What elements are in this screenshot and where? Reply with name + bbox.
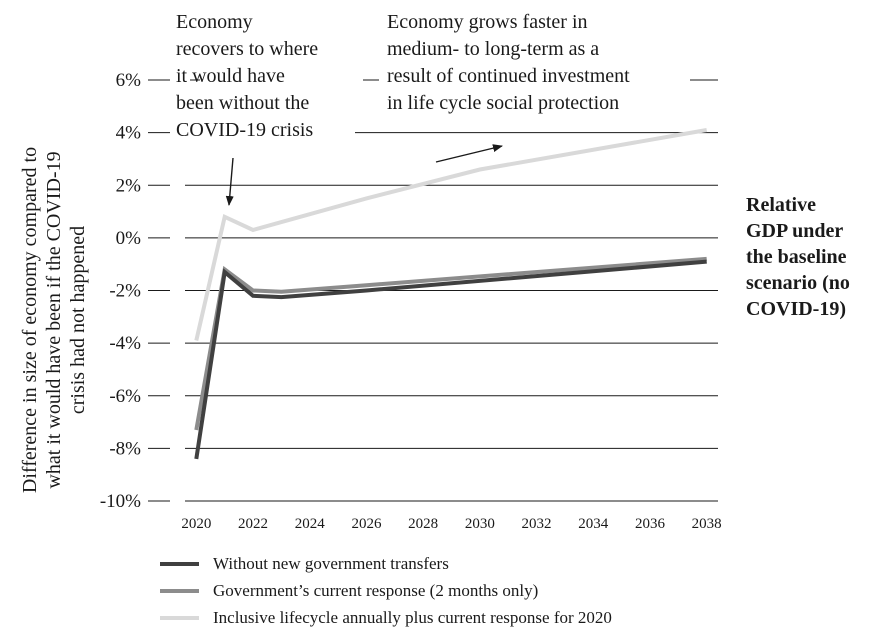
side-note: Relative GDP under the baseline scenario (n… bbox=[746, 194, 850, 320]
x-tick-label: 2020 bbox=[181, 516, 211, 532]
y-tick-label: 0% bbox=[116, 228, 142, 249]
x-tick-label: 2036 bbox=[635, 516, 666, 532]
y-axis-ticks: 6% 4% 2% 0% -2% -4% -6% -8% -10% bbox=[100, 70, 141, 512]
series-lines bbox=[194, 128, 708, 460]
x-tick-label: 2022 bbox=[238, 516, 268, 532]
legend: Without new government transfers Governme… bbox=[160, 554, 612, 627]
x-axis-ticks: 2020 2022 2024 2026 2028 2030 2032 2034 2036 2038 bbox=[181, 516, 721, 532]
baseline-note: Relative GDP under the baseline scenario (n… bbox=[746, 194, 850, 320]
annotation-recovery: Economy recovers to where it would have bee… bbox=[176, 11, 318, 141]
x-tick-label: 2038 bbox=[692, 516, 722, 532]
x-tick-label: 2032 bbox=[522, 516, 552, 532]
y-tick-label: -10% bbox=[100, 491, 141, 512]
annotation-arrow-growth bbox=[435, 144, 503, 163]
series-line-0 bbox=[194, 259, 707, 460]
y-axis-title: Difference in size of economy compared t… bbox=[19, 147, 89, 493]
y-tick-label: -8% bbox=[109, 438, 141, 459]
y-tick-label: 6% bbox=[116, 70, 142, 91]
y-axis-label: Difference in size of economy compared t… bbox=[19, 147, 89, 493]
series-line-2 bbox=[194, 128, 708, 341]
x-tick-label: 2034 bbox=[578, 516, 609, 532]
legend-label-0: Without new government transfers bbox=[213, 554, 449, 573]
legend-label-2: Inclusive lifecycle annually plus curren… bbox=[213, 608, 612, 627]
y-tick-label: 2% bbox=[116, 175, 142, 196]
x-tick-label: 2026 bbox=[351, 516, 382, 532]
x-tick-label: 2030 bbox=[465, 516, 495, 532]
y-tick-label: -2% bbox=[109, 281, 141, 302]
x-tick-label: 2028 bbox=[408, 516, 438, 532]
annotation-growth: Economy grows faster in medium- to long-t… bbox=[387, 11, 630, 114]
annotation-arrow-recovery bbox=[225, 157, 234, 206]
legend-label-1: Government’s current response (2 months … bbox=[213, 581, 538, 600]
y-tick-label: -4% bbox=[109, 333, 141, 354]
y-tick-label: -6% bbox=[109, 386, 141, 407]
annotations: Economy recovers to where it would have bee… bbox=[176, 11, 630, 206]
x-tick-label: 2024 bbox=[295, 516, 326, 532]
y-tick-label: 4% bbox=[116, 123, 142, 144]
